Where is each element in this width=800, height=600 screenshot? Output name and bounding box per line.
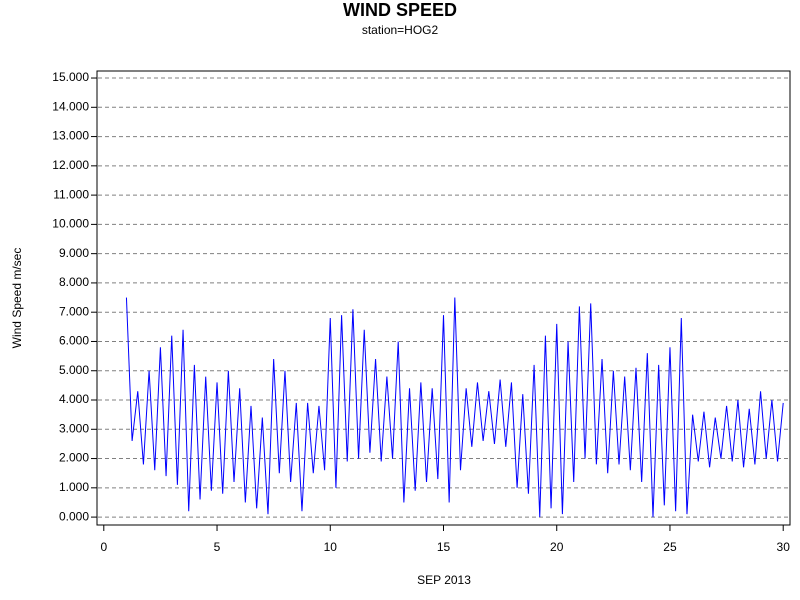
y-tick-label: 9.000: [59, 246, 89, 260]
x-tick-label: 15: [437, 540, 451, 554]
y-tick-label: 5.000: [59, 363, 89, 377]
y-tick-label: 2.000: [59, 451, 89, 465]
y-tick-label: 8.000: [59, 275, 89, 289]
y-tick-label: 1.000: [59, 480, 89, 494]
chart-subtitle: station=HOG2: [362, 23, 439, 37]
x-tick-label: 0: [100, 540, 107, 554]
y-tick-label: 11.000: [53, 187, 89, 201]
y-tick-label: 15.000: [52, 70, 89, 84]
y-tick-label: 14.000: [52, 99, 89, 113]
y-axis-label: Wind Speed m/sec: [10, 248, 24, 349]
y-tick-label: 10.000: [52, 217, 89, 231]
y-tick-label: 6.000: [59, 334, 89, 348]
y-tick-label: 0.000: [59, 509, 89, 523]
x-tick-label: 20: [550, 540, 564, 554]
x-tick-label: 25: [663, 540, 677, 554]
x-axis-label: SEP 2013: [417, 573, 471, 587]
y-tick-label: 3.000: [59, 421, 89, 435]
wind-speed-line: [125, 297, 784, 518]
x-tick-label: 5: [214, 540, 221, 554]
chart-title: WIND SPEED: [343, 0, 457, 20]
y-tick-label: 4.000: [59, 392, 89, 406]
y-tick-label: 7.000: [59, 304, 89, 318]
x-tick-label: 10: [324, 540, 338, 554]
y-tick-label: 12.000: [52, 158, 89, 172]
plot-frame: [96, 70, 791, 526]
x-tick-label: 30: [777, 540, 791, 554]
y-tick-label: 13.000: [52, 129, 89, 143]
